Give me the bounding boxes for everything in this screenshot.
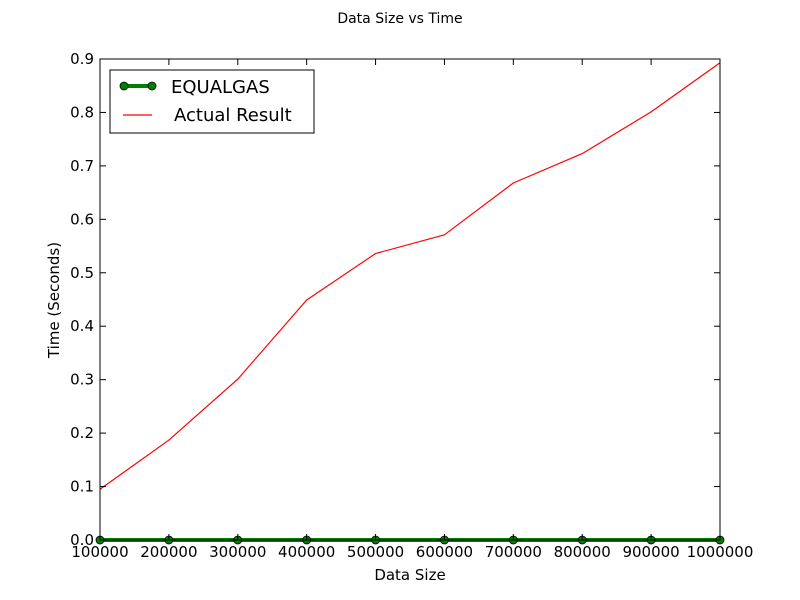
x-axis-ticks: 100000 200000 300000 400000 500000 600000 7000… — [71, 59, 753, 561]
plot-area — [95, 62, 725, 545]
y-tick-label: 0.4 — [70, 317, 94, 335]
y-tick-label: 0.6 — [70, 210, 94, 228]
y-tick-label: 0.1 — [70, 478, 94, 496]
series-layer — [95, 62, 725, 545]
x-tick-label: 800000 — [554, 543, 611, 561]
x-tick-label: 900000 — [622, 543, 679, 561]
legend-item-equalgas: EQUALGAS — [119, 77, 270, 98]
x-tick-label: 200000 — [140, 543, 197, 561]
y-tick-label: 0.0 — [70, 531, 94, 549]
y-tick-label: 0.9 — [70, 50, 94, 68]
legend-label-actual-result: Actual Result — [174, 105, 292, 126]
x-axis-label: Data Size — [374, 566, 445, 584]
legend-item-actual-result: Actual Result — [123, 105, 292, 126]
x-tick-label: 600000 — [416, 543, 473, 561]
y-tick-label: 0.7 — [70, 157, 94, 175]
series-line-actual-result — [99, 62, 721, 490]
y-tick-label: 0.8 — [70, 103, 94, 121]
plot-frame — [99, 58, 721, 541]
y-tick-label: 0.2 — [70, 424, 94, 442]
y-axis-ticks: 0.0 0.1 0.2 0.3 0.4 0.5 0.6 0.7 0.8 0.9 — [70, 50, 720, 549]
legend-marker-equalgas-2 — [147, 81, 157, 91]
x-tick-label: 100000 — [71, 543, 128, 561]
legend-box — [109, 69, 315, 134]
legend: EQUALGAS Actual Result — [109, 69, 315, 134]
x-tick-label: 400000 — [278, 543, 335, 561]
legend-marker-equalgas-1 — [119, 81, 129, 91]
y-axis-label: Time (Seconds) — [45, 242, 63, 359]
x-tick-label: 300000 — [209, 543, 266, 561]
y-tick-label: 0.5 — [70, 264, 94, 282]
x-tick-label: 700000 — [485, 543, 542, 561]
legend-label-equalgas: EQUALGAS — [171, 77, 270, 98]
x-tick-label: 1000000 — [687, 543, 754, 561]
y-tick-label: 0.3 — [70, 371, 94, 389]
chart-title: Data Size vs Time — [337, 11, 462, 27]
x-tick-label: 500000 — [347, 543, 404, 561]
